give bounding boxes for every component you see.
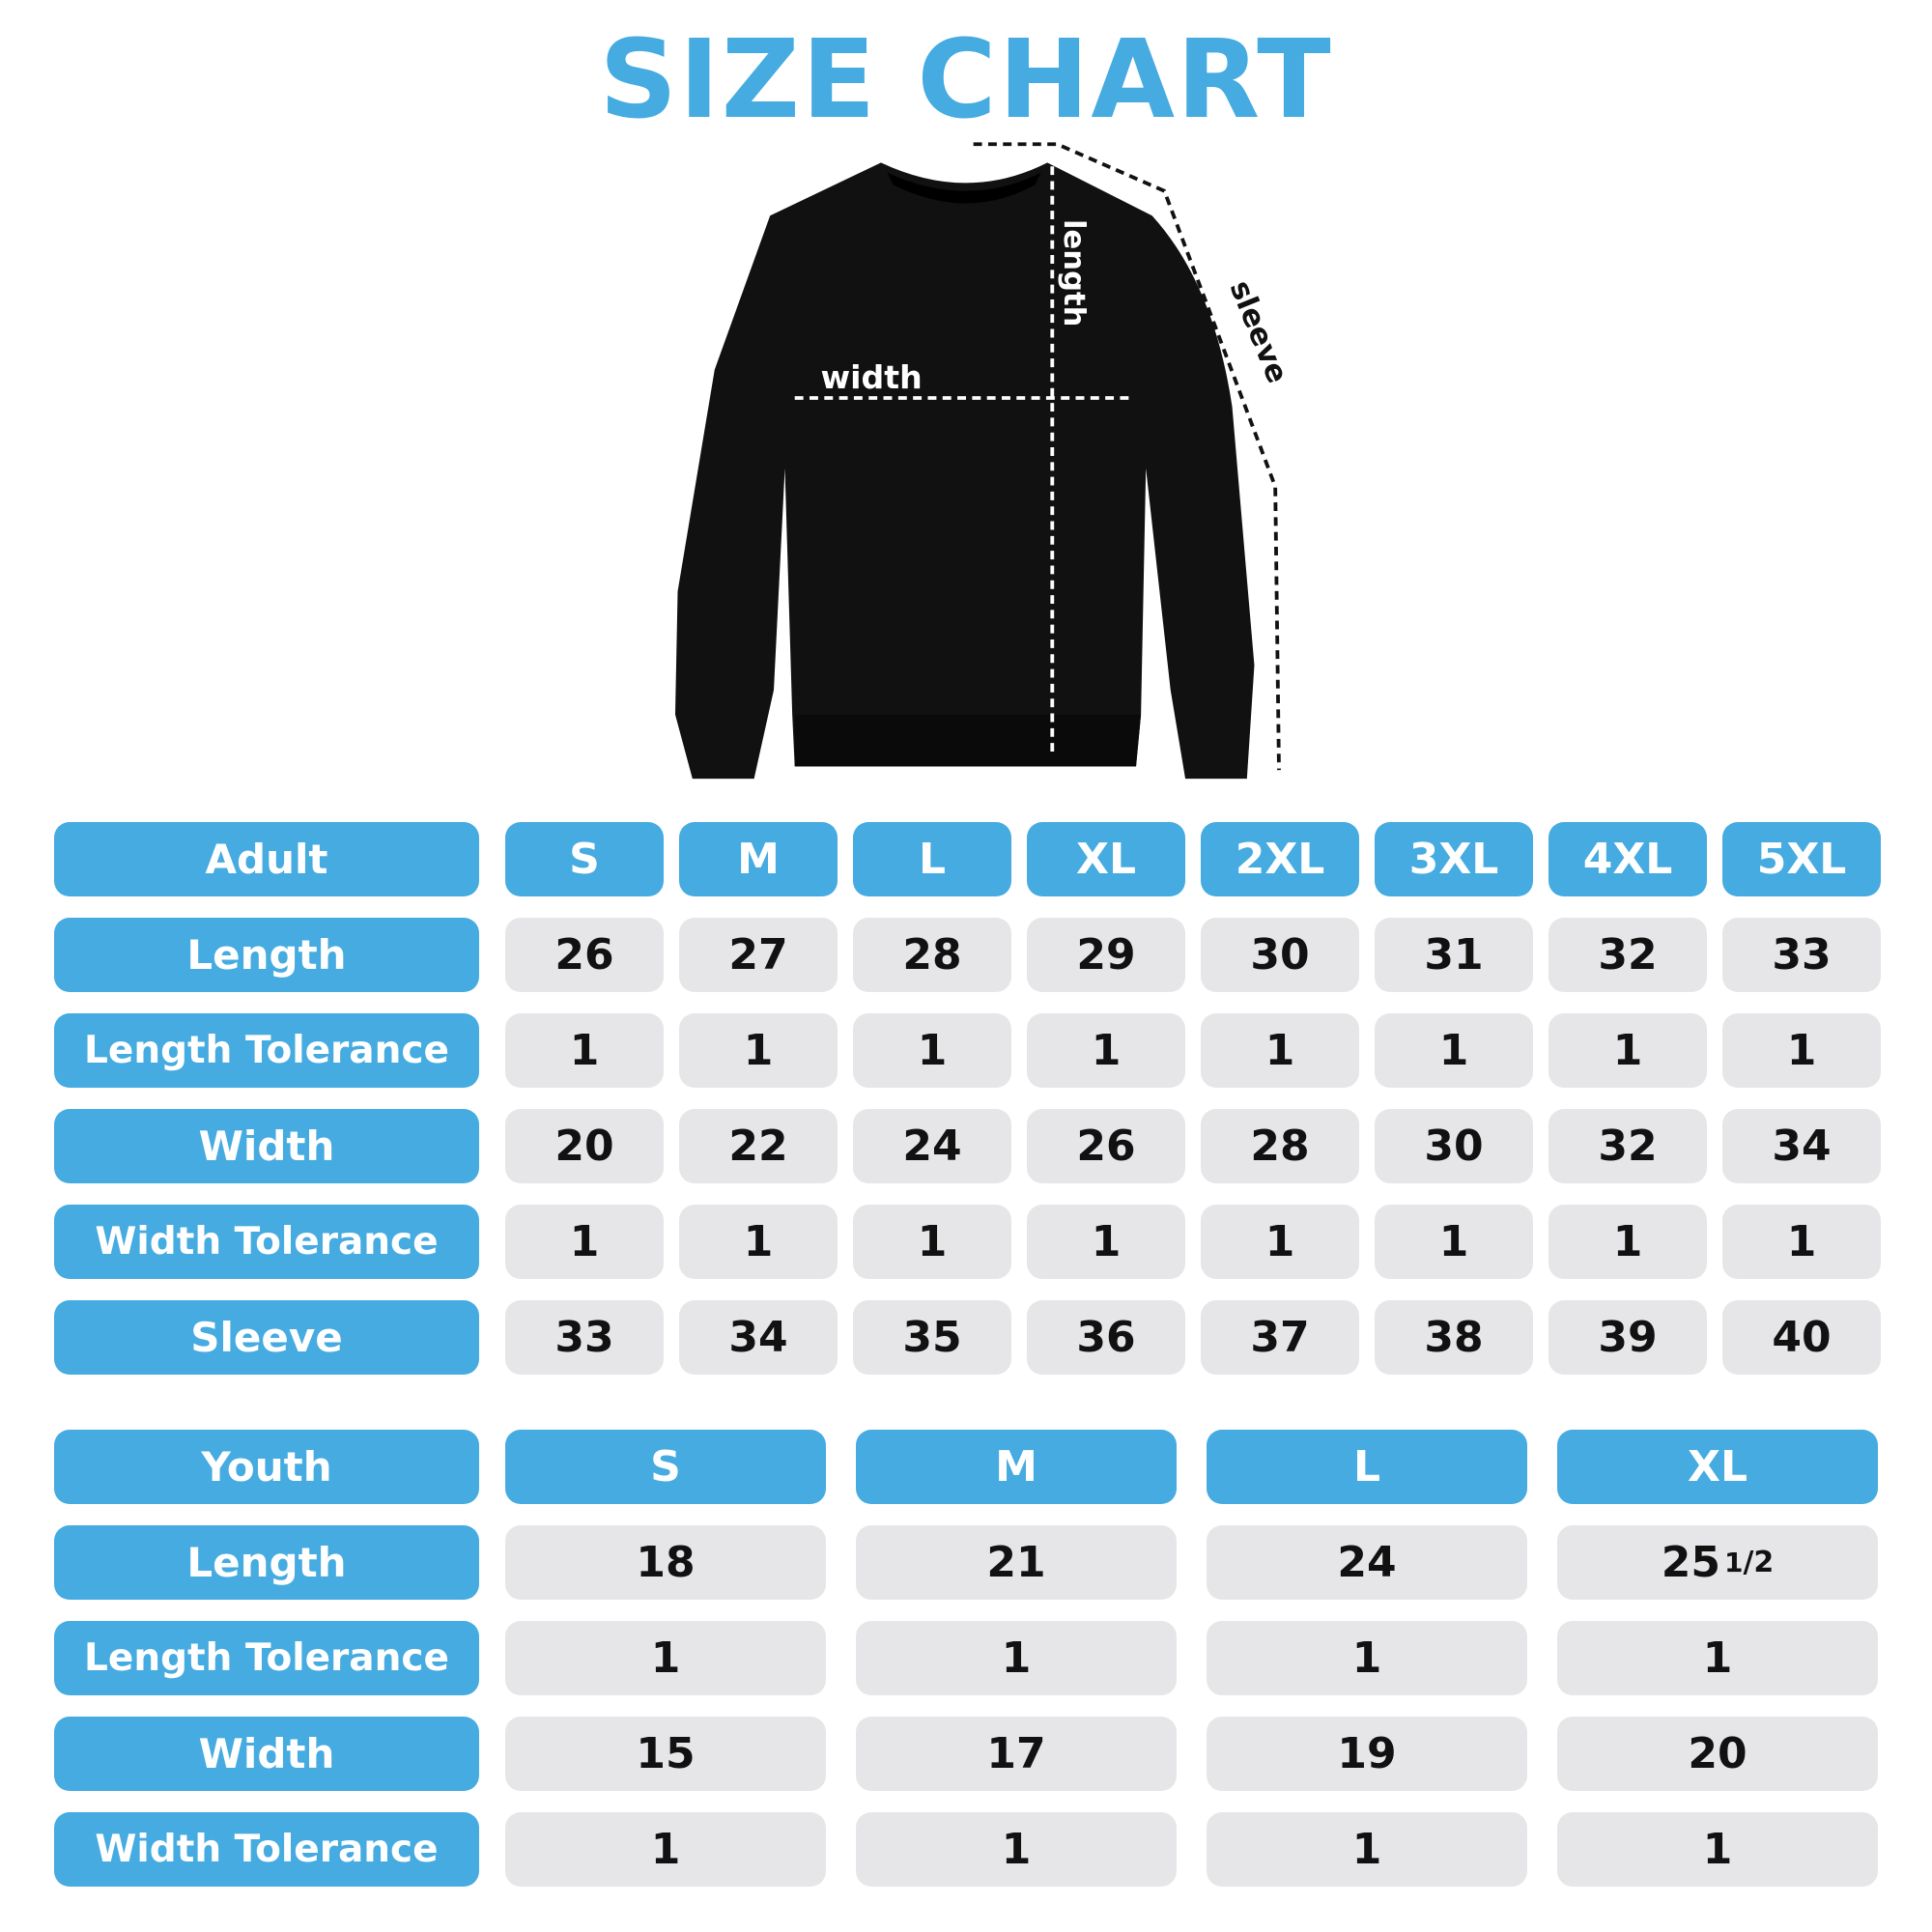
adult-value-cell: 34 [1722,1109,1881,1183]
adult-value-cell: 40 [1722,1300,1881,1375]
adult-value-cell: 1 [853,1205,1011,1279]
youth-row-label: Length [54,1525,479,1600]
adult-value-cell: 1 [1027,1205,1185,1279]
adult-size-xl: XL [1027,822,1185,896]
adult-size-5xl: 5XL [1722,822,1881,896]
adult-value-cell: 37 [1201,1300,1359,1375]
adult-value-cell: 1 [1548,1013,1707,1088]
adult-value-cell: 27 [679,918,838,992]
youth-row-label: Width [54,1717,479,1791]
adult-value-cell: 26 [1027,1109,1185,1183]
youth-row-label: Length Tolerance [54,1621,479,1695]
adult-value-cell: 32 [1548,918,1707,992]
sweatshirt-image [674,162,1255,780]
adult-value-cell: 31 [1375,918,1533,992]
adult-row-label: Width Tolerance [54,1205,479,1279]
adult-value-cell: 1 [1375,1205,1533,1279]
youth-value-cell: 18 [505,1525,826,1600]
adult-value-cell: 30 [1201,918,1359,992]
youth-value-cell: 20 [1557,1717,1878,1791]
youth-size-l: L [1207,1430,1527,1504]
adult-value-cell: 1 [1027,1013,1185,1088]
adult-row-label: Length Tolerance [54,1013,479,1088]
adult-value-cell: 1 [853,1013,1011,1088]
youth-size-m: M [856,1430,1177,1504]
youth-value-cell: 15 [505,1717,826,1791]
adult-value-cell: 35 [853,1300,1011,1375]
adult-size-s: S [505,822,664,896]
youth-size-xl: XL [1557,1430,1878,1504]
adult-size-l: L [853,822,1011,896]
adult-value-cell: 22 [679,1109,838,1183]
adult-value-cell: 1 [679,1205,838,1279]
page-title: SIZE CHART [599,17,1333,143]
adult-value-cell: 34 [679,1300,838,1375]
adult-header-label: Adult [54,822,479,896]
adult-row-label: Length [54,918,479,992]
sleeve-measure-line [973,142,1281,771]
youth-value-cell: 21 [856,1525,1177,1600]
adult-value-cell: 1 [1201,1013,1359,1088]
adult-value-cell: 1 [1722,1205,1881,1279]
youth-value-cell: 19 [1207,1717,1527,1791]
adult-row-label: Width [54,1109,479,1183]
sleeve-label: sleeve [1223,276,1294,388]
adult-value-cell: 30 [1375,1109,1533,1183]
adult-value-cell: 28 [853,918,1011,992]
adult-value-cell: 1 [1201,1205,1359,1279]
adult-value-cell: 36 [1027,1300,1185,1375]
youth-header-label: Youth [54,1430,479,1504]
adult-value-cell: 1 [679,1013,838,1088]
adult-value-cell: 32 [1548,1109,1707,1183]
adult-value-cell: 1 [505,1205,664,1279]
youth-value-cell: 17 [856,1717,1177,1791]
youth-value-cell: 1 [1207,1812,1527,1887]
adult-size-m: M [679,822,838,896]
youth-row-label: Width Tolerance [54,1812,479,1887]
adult-value-cell: 1 [1548,1205,1707,1279]
adult-value-cell: 24 [853,1109,1011,1183]
adult-value-cell: 38 [1375,1300,1533,1375]
adult-size-2xl: 2XL [1201,822,1359,896]
youth-value-cell: 24 [1207,1525,1527,1600]
youth-value-cell: 1 [856,1812,1177,1887]
adult-value-cell: 39 [1548,1300,1707,1375]
adult-value-cell: 28 [1201,1109,1359,1183]
adult-value-cell: 20 [505,1109,664,1183]
adult-value-cell: 29 [1027,918,1185,992]
youth-value-cell: 1 [856,1621,1177,1695]
length-label: length [1057,219,1091,327]
youth-value-cell: 1 [505,1812,826,1887]
youth-value-cell: 1 [505,1621,826,1695]
adult-value-cell: 1 [1722,1013,1881,1088]
adult-row-label: Sleeve [54,1300,479,1375]
youth-value-cell: 1 [1207,1621,1527,1695]
youth-value-cell: 25 1/2 [1557,1525,1878,1600]
adult-value-cell: 26 [505,918,664,992]
youth-value-cell: 1 [1557,1621,1878,1695]
youth-size-s: S [505,1430,826,1504]
adult-value-cell: 33 [505,1300,664,1375]
adult-size-3xl: 3XL [1375,822,1533,896]
youth-value-cell: 1 [1557,1812,1878,1887]
width-label: width [820,358,922,396]
adult-value-cell: 1 [505,1013,664,1088]
adult-size-4xl: 4XL [1548,822,1707,896]
adult-value-cell: 1 [1375,1013,1533,1088]
adult-value-cell: 33 [1722,918,1881,992]
